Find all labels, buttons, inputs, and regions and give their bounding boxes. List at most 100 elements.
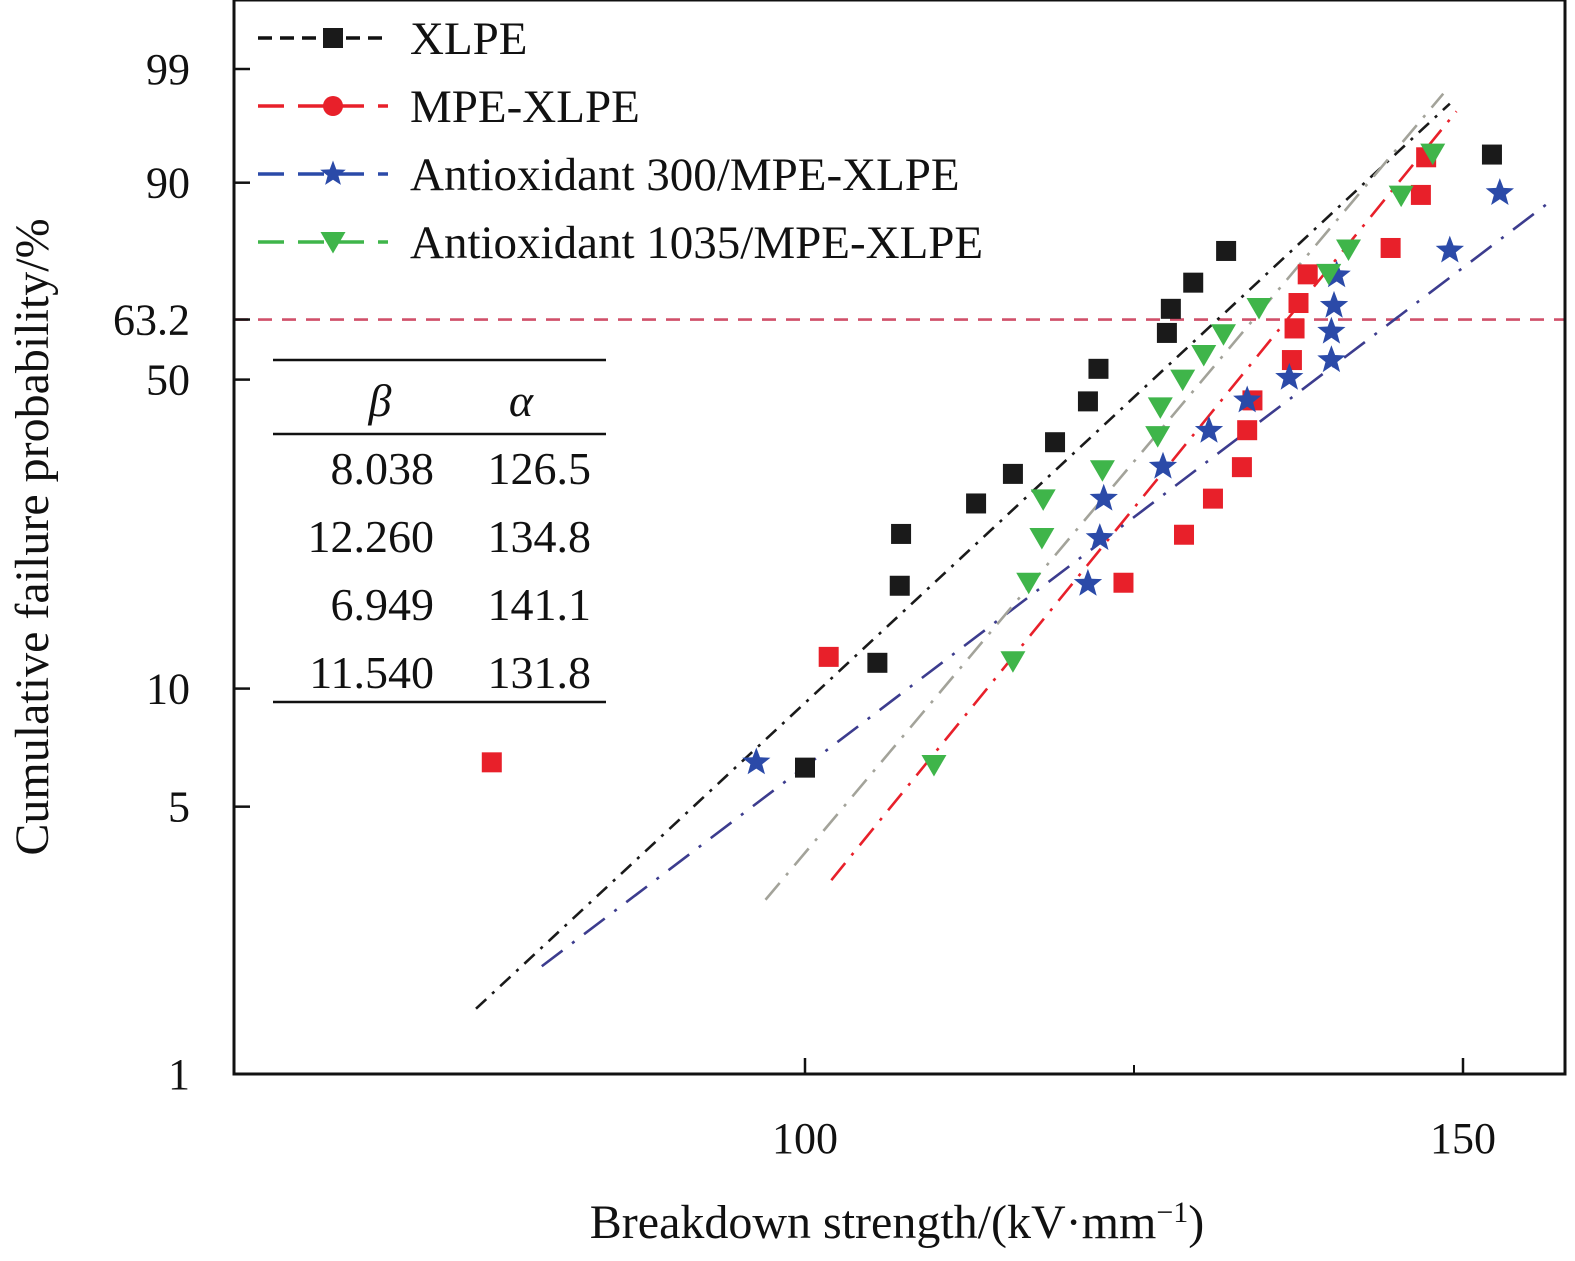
table-cell-alpha: 126.5 — [488, 443, 592, 494]
legend-label: Antioxidant 1035/MPE-XLPE — [410, 217, 983, 269]
y-tick-label: 50 — [146, 356, 190, 405]
data-point-mpe-xlpe — [1113, 572, 1134, 593]
y-axis-title: Cumulative failure probability/% — [6, 218, 59, 855]
data-point-antioxidant-300-mpe-xlpe — [1319, 290, 1349, 318]
data-point-antioxidant-1035-mpe-xlpe — [1030, 489, 1056, 511]
data-point-antioxidant-1035-mpe-xlpe — [1089, 460, 1115, 482]
data-point-xlpe — [1183, 272, 1204, 293]
table-cell-alpha: 141.1 — [488, 579, 592, 630]
legend-item-antioxidant-300-mpe-xlpe: Antioxidant 300/MPE-XLPE — [258, 149, 960, 201]
series-antioxidant-1035-mpe-xlpe — [921, 143, 1446, 777]
legend-marker — [323, 96, 343, 116]
data-point-mpe-xlpe — [1380, 237, 1401, 258]
data-point-antioxidant-300-mpe-xlpe — [1435, 235, 1464, 263]
legend-marker — [320, 160, 346, 185]
table-cell-beta: 6.949 — [331, 579, 435, 630]
legend-label: MPE-XLPE — [410, 81, 640, 133]
table-cell-alpha: 131.8 — [488, 647, 592, 698]
data-point-antioxidant-1035-mpe-xlpe — [1246, 297, 1272, 320]
data-point-antioxidant-1035-mpe-xlpe — [1145, 426, 1171, 448]
data-point-antioxidant-300-mpe-xlpe — [742, 747, 771, 775]
data-point-xlpe — [1077, 391, 1098, 412]
data-point-antioxidant-300-mpe-xlpe — [1485, 178, 1514, 205]
data-point-xlpe — [1160, 298, 1181, 319]
x-tick-label: 100 — [772, 1114, 838, 1163]
table-cell-alpha: 134.8 — [488, 511, 592, 562]
y-tick-label: 5 — [168, 783, 190, 832]
x-tick-label: 150 — [1430, 1114, 1496, 1163]
y-tick-label: 63.2 — [113, 296, 190, 345]
data-point-xlpe — [867, 652, 888, 673]
legend-label: Antioxidant 300/MPE-XLPE — [410, 149, 960, 201]
legend: XLPE MPE-XLPE Antioxidant 300/MPE-XLPE Anti… — [258, 13, 983, 269]
data-point-antioxidant-300-mpe-xlpe — [1073, 568, 1103, 596]
data-point-antioxidant-300-mpe-xlpe — [1317, 345, 1346, 373]
table-header-alpha: α — [509, 375, 534, 426]
data-point-xlpe — [891, 523, 912, 544]
legend-item-xlpe: XLPE — [258, 13, 528, 65]
data-point-antioxidant-1035-mpe-xlpe — [1388, 185, 1414, 208]
fit-line-xlpe — [475, 102, 1451, 1010]
data-point-antioxidant-1035-mpe-xlpe — [1336, 239, 1362, 261]
data-point-mpe-xlpe — [1202, 488, 1223, 509]
table-cell-beta: 8.038 — [331, 443, 435, 494]
x-axis-title: Breakdown strength/(kV·mm−1) — [590, 1196, 1204, 1250]
data-point-xlpe — [889, 575, 910, 596]
y-tick-label: 1 — [168, 1050, 190, 1099]
data-point-mpe-xlpe — [481, 752, 502, 773]
data-point-mpe-xlpe — [1288, 293, 1309, 314]
data-point-antioxidant-1035-mpe-xlpe — [1191, 345, 1217, 367]
data-point-xlpe — [1045, 432, 1066, 453]
x-axis-title-sup: −1 — [1156, 1196, 1188, 1229]
data-point-xlpe — [966, 493, 987, 514]
y-tick-label: 99 — [146, 45, 190, 94]
legend-label: XLPE — [410, 13, 528, 65]
y-tick-label: 90 — [146, 159, 190, 208]
data-point-antioxidant-1035-mpe-xlpe — [1420, 143, 1446, 166]
x-axis-title-close: ) — [1188, 1196, 1204, 1249]
data-point-antioxidant-1035-mpe-xlpe — [1147, 397, 1173, 419]
data-point-antioxidant-1035-mpe-xlpe — [1000, 651, 1026, 673]
series-xlpe — [795, 144, 1502, 778]
parameter-table: β α 8.038 126.5 12.260 134.8 6.949 141.1 11.54… — [273, 358, 606, 704]
data-point-mpe-xlpe — [818, 646, 839, 667]
data-point-xlpe — [1088, 358, 1109, 379]
data-point-xlpe — [1216, 240, 1237, 261]
data-point-mpe-xlpe — [1284, 318, 1305, 339]
data-point-xlpe — [1481, 144, 1502, 165]
data-point-mpe-xlpe — [1281, 350, 1302, 371]
table-cell-beta: 12.260 — [308, 511, 435, 562]
x-axis-title-main: Breakdown strength/(kV·mm — [590, 1196, 1157, 1249]
data-point-xlpe — [795, 757, 815, 778]
data-point-antioxidant-1035-mpe-xlpe — [1016, 572, 1042, 595]
data-point-antioxidant-300-mpe-xlpe — [1275, 362, 1304, 390]
data-point-antioxidant-300-mpe-xlpe — [1089, 483, 1118, 511]
plot-frame — [232, 0, 1567, 1076]
data-point-antioxidant-1035-mpe-xlpe — [921, 754, 947, 777]
table-cell-beta: 11.540 — [309, 647, 434, 698]
data-point-antioxidant-300-mpe-xlpe — [1085, 523, 1114, 550]
data-point-xlpe — [1002, 463, 1023, 484]
legend-item-antioxidant-1035-mpe-xlpe: Antioxidant 1035/MPE-XLPE — [258, 217, 983, 269]
legend-item-mpe-xlpe: MPE-XLPE — [258, 81, 640, 133]
data-point-mpe-xlpe — [1410, 184, 1431, 205]
data-point-antioxidant-1035-mpe-xlpe — [1316, 263, 1342, 286]
data-point-antioxidant-300-mpe-xlpe — [1194, 415, 1224, 443]
data-point-xlpe — [1156, 322, 1177, 343]
data-point-mpe-xlpe — [1237, 420, 1258, 441]
data-point-antioxidant-1035-mpe-xlpe — [1170, 369, 1196, 392]
data-point-mpe-xlpe — [1174, 524, 1195, 545]
legend-marker — [320, 232, 346, 254]
data-point-antioxidant-1035-mpe-xlpe — [1029, 527, 1055, 550]
data-point-antioxidant-300-mpe-xlpe — [1317, 316, 1346, 344]
legend-marker — [323, 28, 343, 48]
table-header-beta: β — [368, 375, 392, 426]
data-point-antioxidant-300-mpe-xlpe — [1233, 385, 1262, 413]
series-mpe-xlpe — [481, 147, 1437, 773]
fit-line-antioxidant-300-mpe-xlpe — [541, 196, 1556, 968]
data-point-antioxidant-300-mpe-xlpe — [1322, 260, 1351, 288]
y-tick-label: 10 — [146, 665, 190, 714]
data-point-antioxidant-1035-mpe-xlpe — [1210, 324, 1236, 346]
data-point-mpe-xlpe — [1231, 457, 1252, 478]
